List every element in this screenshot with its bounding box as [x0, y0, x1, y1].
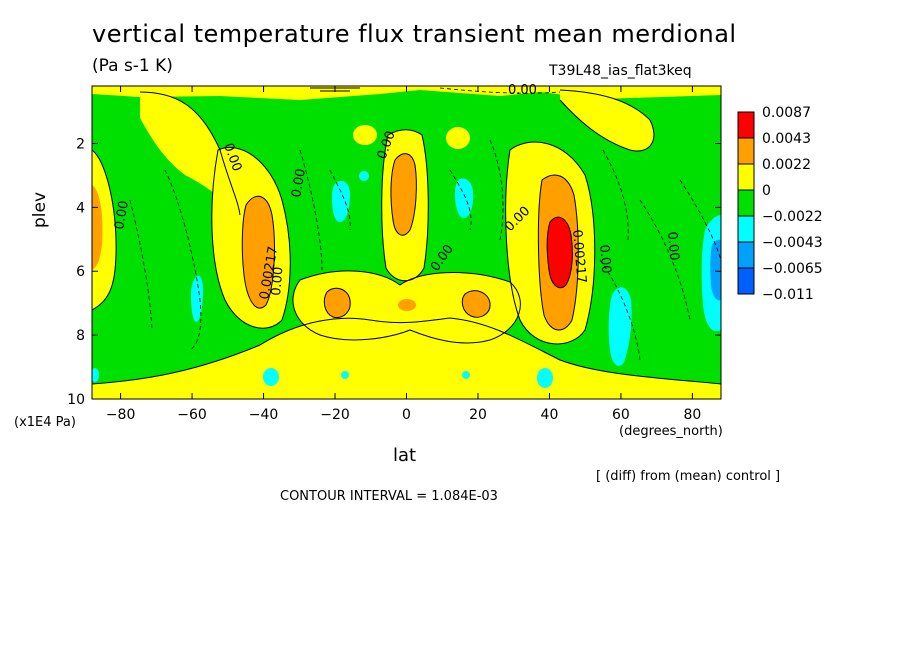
contour-interval: CONTOUR INTERVAL = 1.084E-03 [280, 489, 498, 504]
contour-label: 0.00 [112, 200, 132, 231]
contour-label: 0.00 [269, 266, 286, 296]
y-tick-label: 10 [67, 392, 85, 408]
x-tick-label: −60 [177, 407, 207, 423]
colorbar-label: −0.011 [762, 287, 814, 303]
x-tick-label: 80 [683, 407, 701, 423]
x-tick-label: 60 [612, 407, 630, 423]
y-tick-label: 6 [76, 264, 85, 280]
contour-label: 0.00 [508, 83, 537, 98]
colorbar-swatch [737, 137, 755, 165]
colorbar-label: 0.0022 [762, 157, 811, 173]
chart-title: vertical temperature flux transient mean… [92, 20, 737, 48]
colorbar-label: 0.0087 [762, 105, 811, 121]
y-axis-ticks: 2 4 6 8 10 [67, 136, 721, 408]
colorbar-label: 0 [762, 183, 771, 199]
contour-label: 0.00 [289, 168, 309, 199]
y-axis-unit: (x1E4 Pa) [14, 415, 76, 430]
colorbar-label: −0.0022 [762, 209, 823, 225]
x-tick-label: −20 [320, 407, 350, 423]
colorbar-swatch [737, 215, 755, 243]
x-tick-label: 40 [541, 407, 559, 423]
colorbar-label: −0.0043 [762, 235, 823, 251]
y-tick-label: 8 [76, 328, 85, 344]
y-tick-label: 4 [76, 200, 85, 216]
colorbar-label: 0.0043 [762, 131, 811, 147]
colorbar-swatch [737, 189, 755, 217]
x-tick-label: 20 [469, 407, 487, 423]
colorbar-swatch [737, 267, 755, 295]
x-axis-label: lat [393, 445, 417, 466]
diff-note: [ (diff) from (mean) control ] [596, 469, 781, 484]
chart-subtitle: (Pa s-1 K) [92, 56, 173, 76]
contour-label: 0.00 [664, 231, 681, 261]
colorbar-swatch [737, 111, 755, 139]
x-axis-unit: (degrees_north) [619, 424, 723, 439]
contour-label: 0.00 [596, 244, 613, 274]
x-tick-label: −40 [249, 407, 279, 423]
x-axis-ticks: −80 −60 −40 −20 0 20 40 60 80 [106, 86, 701, 423]
colorbar-swatch [737, 241, 755, 269]
x-tick-label: −80 [106, 407, 136, 423]
experiment-label: T39L48_ias_flat3keq [549, 63, 692, 79]
colorbar: 0.0087 0.0043 0.0022 0 −0.0022 −0.0043 −0.0065… [737, 105, 823, 303]
x-tick-label: 0 [402, 407, 411, 423]
y-tick-label: 2 [76, 136, 85, 152]
colorbar-label: −0.0065 [762, 261, 823, 277]
contour-label: 0.00217 [569, 229, 589, 284]
colorbar-swatch [737, 163, 755, 191]
